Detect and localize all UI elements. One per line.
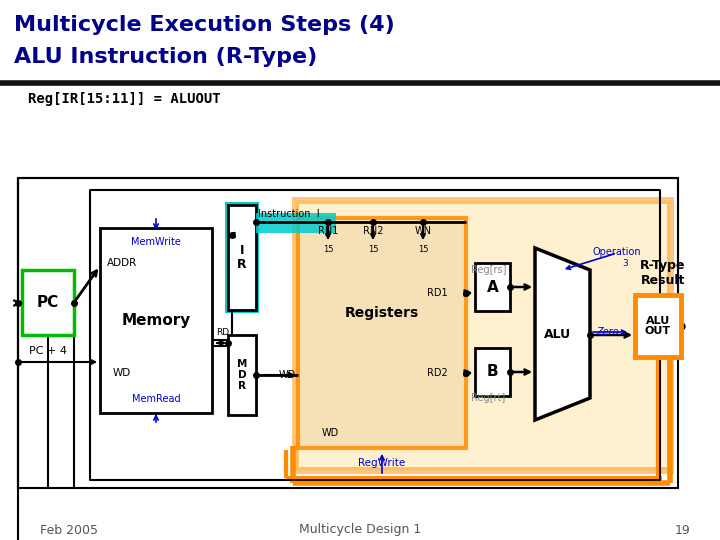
FancyBboxPatch shape xyxy=(228,205,256,310)
Text: PC + 4: PC + 4 xyxy=(29,346,67,356)
FancyBboxPatch shape xyxy=(475,263,510,311)
Text: WD: WD xyxy=(113,368,131,378)
Text: RD2: RD2 xyxy=(427,368,448,378)
Text: MemWrite: MemWrite xyxy=(131,237,181,247)
Text: WD: WD xyxy=(279,370,296,380)
Text: 3: 3 xyxy=(622,260,628,268)
Text: B: B xyxy=(487,364,498,380)
Text: R-Type
Result: R-Type Result xyxy=(640,259,685,287)
Text: RN1: RN1 xyxy=(318,226,338,236)
Text: Multicycle Design 1: Multicycle Design 1 xyxy=(299,523,421,537)
Text: Operation: Operation xyxy=(593,247,642,257)
FancyBboxPatch shape xyxy=(256,213,336,233)
Text: Registers: Registers xyxy=(345,306,419,320)
Text: ALU: ALU xyxy=(544,328,572,341)
FancyBboxPatch shape xyxy=(22,270,74,335)
Text: 19: 19 xyxy=(674,523,690,537)
Text: Memory: Memory xyxy=(122,313,191,328)
FancyBboxPatch shape xyxy=(475,348,510,396)
FancyBboxPatch shape xyxy=(635,295,681,357)
FancyBboxPatch shape xyxy=(295,200,670,470)
Text: Instruction  I: Instruction I xyxy=(258,209,320,219)
Text: RD1: RD1 xyxy=(428,288,448,298)
Text: M
D
R: M D R xyxy=(237,359,247,391)
Text: 15: 15 xyxy=(368,246,378,254)
Text: WN: WN xyxy=(415,226,431,236)
Text: Feb 2005: Feb 2005 xyxy=(40,523,98,537)
Text: Zero: Zero xyxy=(596,327,618,337)
Text: PC: PC xyxy=(37,295,59,310)
FancyBboxPatch shape xyxy=(225,202,259,313)
Text: MemRead: MemRead xyxy=(132,394,180,404)
FancyBboxPatch shape xyxy=(228,335,256,415)
Text: 15: 15 xyxy=(418,246,428,254)
Polygon shape xyxy=(535,248,590,420)
Text: Reg[rt]: Reg[rt] xyxy=(471,393,505,403)
Text: RN2: RN2 xyxy=(363,226,383,236)
FancyBboxPatch shape xyxy=(100,228,212,413)
Text: RegWrite: RegWrite xyxy=(359,458,405,468)
Text: 15: 15 xyxy=(323,246,333,254)
Text: Reg[rs]: Reg[rs] xyxy=(471,265,506,275)
Text: WD: WD xyxy=(321,428,338,438)
Text: RD: RD xyxy=(216,328,229,337)
Text: ADDR: ADDR xyxy=(107,258,137,268)
Text: Reg[IR[15:11]] = ALUOUT: Reg[IR[15:11]] = ALUOUT xyxy=(28,92,220,106)
Text: ALU
OUT: ALU OUT xyxy=(645,315,671,336)
FancyBboxPatch shape xyxy=(298,218,466,448)
Text: I
R: I R xyxy=(237,244,247,272)
Text: Multicycle Execution Steps (4): Multicycle Execution Steps (4) xyxy=(14,15,395,35)
Text: A: A xyxy=(487,280,498,294)
Text: ALU Instruction (R-Type): ALU Instruction (R-Type) xyxy=(14,47,318,67)
